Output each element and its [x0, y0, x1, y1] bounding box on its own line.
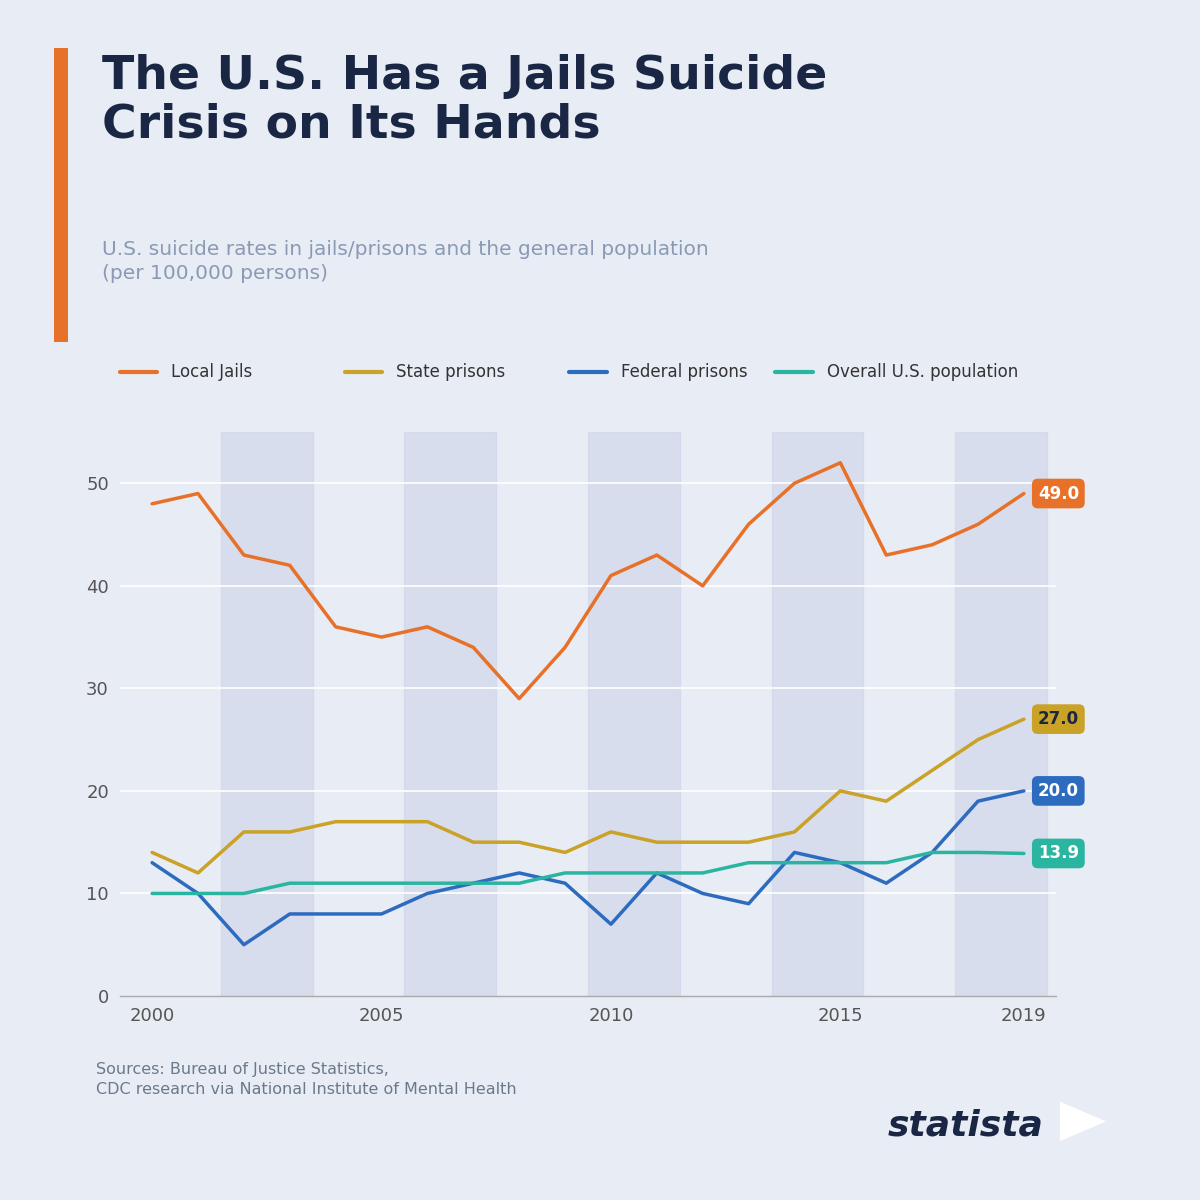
Text: Sources: Bureau of Justice Statistics,
CDC research via National Institute of Me: Sources: Bureau of Justice Statistics, C…	[96, 1062, 517, 1097]
Text: Overall U.S. population: Overall U.S. population	[827, 362, 1018, 382]
Bar	[772, 432, 863, 996]
Text: State prisons: State prisons	[396, 362, 505, 382]
Text: The U.S. Has a Jails Suicide
Crisis on Its Hands: The U.S. Has a Jails Suicide Crisis on I…	[102, 54, 827, 148]
Text: 13.9: 13.9	[1038, 845, 1079, 863]
Bar	[404, 432, 497, 996]
Text: statista: statista	[888, 1109, 1044, 1142]
Text: 49.0: 49.0	[1038, 485, 1079, 503]
Text: Local Jails: Local Jails	[172, 362, 253, 382]
Text: 27.0: 27.0	[1038, 710, 1079, 728]
Bar	[588, 432, 679, 996]
Bar	[221, 432, 313, 996]
Text: U.S. suicide rates in jails/prisons and the general population
(per 100,000 pers: U.S. suicide rates in jails/prisons and …	[102, 240, 709, 283]
Text: Federal prisons: Federal prisons	[620, 362, 748, 382]
Text: 20.0: 20.0	[1038, 782, 1079, 800]
Polygon shape	[1060, 1102, 1106, 1141]
Bar	[955, 432, 1046, 996]
